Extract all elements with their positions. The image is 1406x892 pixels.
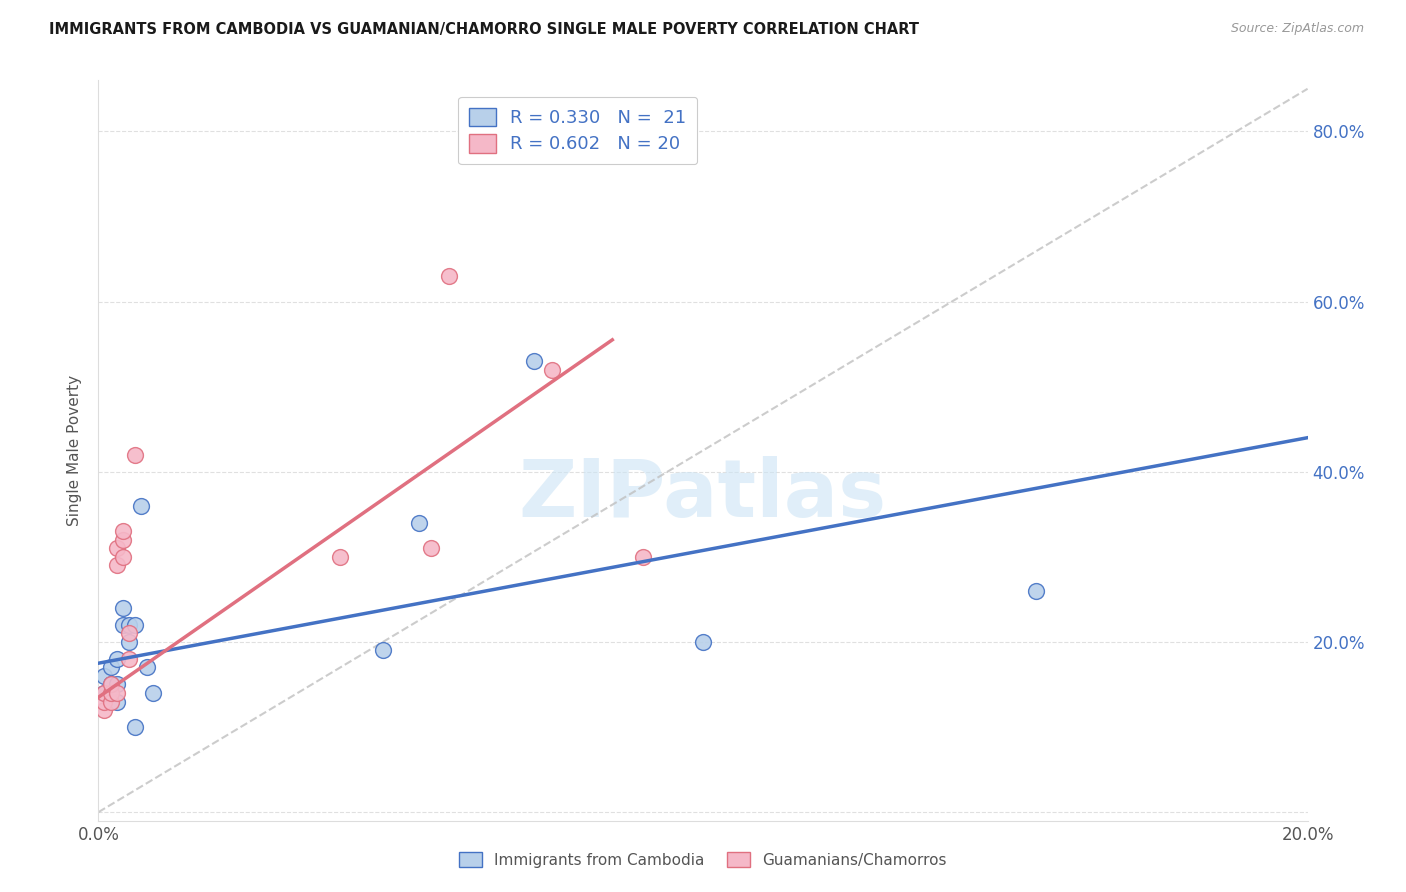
Point bbox=[118, 618, 141, 632]
Point bbox=[420, 541, 443, 556]
Point bbox=[100, 694, 122, 708]
Legend: R = 0.330   N =  21, R = 0.602   N = 20: R = 0.330 N = 21, R = 0.602 N = 20 bbox=[458, 96, 697, 164]
Point bbox=[100, 686, 122, 700]
Point bbox=[692, 635, 714, 649]
Point bbox=[111, 549, 134, 564]
Point bbox=[540, 362, 562, 376]
Point bbox=[135, 660, 157, 674]
Point bbox=[142, 686, 165, 700]
Point bbox=[523, 354, 546, 368]
Point bbox=[111, 618, 134, 632]
Point bbox=[105, 541, 128, 556]
Point bbox=[93, 669, 115, 683]
Point bbox=[93, 703, 115, 717]
Point bbox=[111, 533, 134, 547]
Point bbox=[111, 524, 134, 539]
Point bbox=[437, 268, 460, 283]
Point bbox=[124, 448, 146, 462]
Text: Source: ZipAtlas.com: Source: ZipAtlas.com bbox=[1230, 22, 1364, 36]
Point bbox=[93, 694, 115, 708]
Point bbox=[105, 652, 128, 666]
Point bbox=[118, 652, 141, 666]
Text: ZIPatlas: ZIPatlas bbox=[519, 456, 887, 534]
Point bbox=[105, 694, 128, 708]
Point bbox=[93, 686, 115, 700]
Point bbox=[100, 677, 122, 691]
Point bbox=[105, 686, 128, 700]
Text: IMMIGRANTS FROM CAMBODIA VS GUAMANIAN/CHAMORRO SINGLE MALE POVERTY CORRELATION C: IMMIGRANTS FROM CAMBODIA VS GUAMANIAN/CH… bbox=[49, 22, 920, 37]
Point bbox=[129, 499, 152, 513]
Legend: Immigrants from Cambodia, Guamanians/Chamorros: Immigrants from Cambodia, Guamanians/Cha… bbox=[453, 846, 953, 873]
Point bbox=[105, 677, 128, 691]
Point bbox=[371, 643, 394, 657]
Point bbox=[124, 618, 146, 632]
Point bbox=[111, 600, 134, 615]
Point bbox=[100, 677, 122, 691]
Point bbox=[329, 549, 352, 564]
Point bbox=[408, 516, 430, 530]
Point bbox=[631, 549, 654, 564]
Point bbox=[93, 686, 115, 700]
Point bbox=[100, 660, 122, 674]
Point bbox=[118, 635, 141, 649]
Point bbox=[105, 558, 128, 573]
Point bbox=[1024, 583, 1046, 598]
Point bbox=[118, 626, 141, 640]
Y-axis label: Single Male Poverty: Single Male Poverty bbox=[67, 375, 83, 526]
Point bbox=[124, 720, 146, 734]
